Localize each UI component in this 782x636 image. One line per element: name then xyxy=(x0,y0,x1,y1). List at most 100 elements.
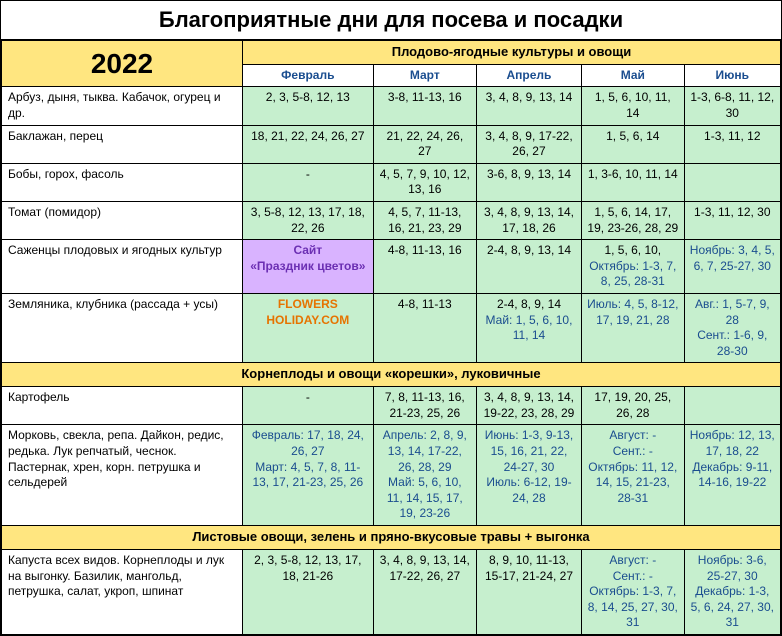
data-text: Ноябрь: 3-6, 25-27, 30 xyxy=(690,553,775,584)
month-may: Май xyxy=(582,64,685,87)
data-text: Июнь: 1-3, 9-13, 15, 16, 21, 22, 24-27, … xyxy=(482,428,576,475)
data-text: Декабрь: 1-3, 5, 6, 24, 27, 30, 31 xyxy=(690,584,775,631)
data-cell: 2-4, 8, 9, 13, 14 xyxy=(476,240,581,294)
data-cell: 4, 5, 7, 9, 10, 12, 13, 16 xyxy=(373,163,476,201)
table-row: Баклажан, перец 18, 21, 22, 24, 26, 27 2… xyxy=(2,125,781,163)
table-row: Капуста всех видов. Корнеплоды и лук на … xyxy=(2,549,781,634)
table-row: Томат (помидор) 3, 5-8, 12, 13, 17, 18, … xyxy=(2,202,781,240)
data-cell: 3-6, 8, 9, 13, 14 xyxy=(476,163,581,201)
data-cell: 3, 4, 8, 9, 13, 14, 19-22, 23, 28, 29 xyxy=(476,387,581,425)
data-text: Май: 5, 6, 10, 11, 14, 15, 17, 19, 23-26 xyxy=(379,475,471,522)
month-feb: Февраль xyxy=(242,64,373,87)
data-text: Октябрь: 11, 12, 14, 15, 21-23, 28-31 xyxy=(587,460,679,507)
table-row: Арбуз, дыня, тыква. Кабачок, огурец и др… xyxy=(2,87,781,125)
data-text: Июль: 6-12, 19-24, 28 xyxy=(482,475,576,506)
crop-name: Баклажан, перец xyxy=(2,125,243,163)
data-cell: 3, 4, 8, 9, 13, 14, 17-22, 26, 27 xyxy=(373,549,476,634)
data-cell: 2, 3, 5-8, 12, 13, 17, 18, 21-26 xyxy=(242,549,373,634)
data-cell: 1-3, 11, 12, 30 xyxy=(684,202,780,240)
data-cell: Апрель: 2, 8, 9, 13, 14, 17-22, 26, 28, … xyxy=(373,425,476,526)
data-cell: 1-3, 11, 12 xyxy=(684,125,780,163)
data-text: Октябрь: 1-3, 7, 8, 14, 25, 27, 30, 31 xyxy=(587,584,679,631)
data-text: Декабрь: 9-11, 14-16, 19-22 xyxy=(690,460,775,491)
table-row: Земляника, клубника (рассада + усы) FLOW… xyxy=(2,294,781,363)
data-text: Август: - xyxy=(587,428,679,444)
data-cell xyxy=(684,163,780,201)
data-cell: 2, 3, 5-8, 12, 13 xyxy=(242,87,373,125)
data-cell: - xyxy=(242,387,373,425)
month-apr: Апрель xyxy=(476,64,581,87)
data-cell: 3, 4, 8, 9, 13, 14 xyxy=(476,87,581,125)
watermark-text: Сайт xyxy=(248,243,368,259)
data-text: Апрель: 2, 8, 9, 13, 14, 17-22, 26, 28, … xyxy=(379,428,471,475)
data-cell: 3, 4, 8, 9, 13, 14, 17, 18, 26 xyxy=(476,202,581,240)
month-jun: Июнь xyxy=(684,64,780,87)
data-cell: 4-8, 11-13 xyxy=(373,294,476,363)
watermark-text: FLOWERS xyxy=(248,297,368,313)
crop-name: Томат (помидор) xyxy=(2,202,243,240)
data-cell: - xyxy=(242,163,373,201)
data-cell: Ноябрь: 3-6, 25-27, 30 Декабрь: 1-3, 5, … xyxy=(684,549,780,634)
crop-name: Арбуз, дыня, тыква. Кабачок, огурец и др… xyxy=(2,87,243,125)
data-text: 2-4, 8, 9, 14 xyxy=(482,297,576,313)
watermark-cell: Сайт «Праздник цветов» xyxy=(242,240,373,294)
calendar-container: Благоприятные дни для посева и посадки 2… xyxy=(0,0,782,636)
data-cell: Июнь: 1-3, 9-13, 15, 16, 21, 22, 24-27, … xyxy=(476,425,581,526)
data-text: Сент.: - xyxy=(587,444,679,460)
section-header-3: Листовые овощи, зелень и пряно-вкусовые … xyxy=(2,526,781,550)
data-cell: Ноябрь: 12, 13, 17, 18, 22 Декабрь: 9-11… xyxy=(684,425,780,526)
watermark-text: HOLIDAY.COM xyxy=(248,313,368,329)
data-cell: 1, 5, 6, 14, 17, 19, 23-26, 28, 29 xyxy=(582,202,685,240)
data-cell: Февраль: 17, 18, 24, 26, 27 Март: 4, 5, … xyxy=(242,425,373,526)
table-row: Картофель - 7, 8, 11-13, 16, 21-23, 25, … xyxy=(2,387,781,425)
data-cell xyxy=(684,387,780,425)
watermark-text: «Праздник цветов» xyxy=(248,259,368,275)
data-text: 1, 5, 6, 10, xyxy=(587,243,679,259)
data-text: Май: 1, 5, 6, 10, 11, 14 xyxy=(482,313,576,344)
data-cell: 1, 5, 6, 10, 11, 14 xyxy=(582,87,685,125)
data-text: Март: 4, 5, 7, 8, 11-13, 17, 21-23, 25, … xyxy=(248,460,368,491)
table-row: Морковь, свекла, репа. Дайкон, редис, ре… xyxy=(2,425,781,526)
data-text: Октябрь: 1-3, 7, 8, 25, 28-31 xyxy=(587,259,679,290)
data-cell: 2-4, 8, 9, 14 Май: 1, 5, 6, 10, 11, 14 xyxy=(476,294,581,363)
section-header-1: Плодово-ягодные культуры и овощи xyxy=(242,41,780,65)
data-cell: 1, 3-6, 10, 11, 14 xyxy=(582,163,685,201)
data-cell: Август: - Сент.: - Октябрь: 11, 12, 14, … xyxy=(582,425,685,526)
data-text: Авг.: 1, 5-7, 9, 28 xyxy=(690,297,775,328)
data-cell: 18, 21, 22, 24, 26, 27 xyxy=(242,125,373,163)
data-cell: 21, 22, 24, 26, 27 xyxy=(373,125,476,163)
data-cell: 8, 9, 10, 11-13, 15-17, 21-24, 27 xyxy=(476,549,581,634)
data-cell: 4, 5, 7, 11-13, 16, 21, 23, 29 xyxy=(373,202,476,240)
data-text: Сент.: - xyxy=(587,569,679,585)
data-cell: 1-3, 6-8, 11, 12, 30 xyxy=(684,87,780,125)
data-text: Август: - xyxy=(587,553,679,569)
data-text: Февраль: 17, 18, 24, 26, 27 xyxy=(248,428,368,459)
main-title: Благоприятные дни для посева и посадки xyxy=(1,1,781,40)
data-cell: 4-8, 11-13, 16 xyxy=(373,240,476,294)
table-row: Саженцы плодовых и ягодных культур Сайт … xyxy=(2,240,781,294)
data-text: Сент.: 1-6, 9, 28-30 xyxy=(690,328,775,359)
data-text: Ноябрь: 12, 13, 17, 18, 22 xyxy=(690,428,775,459)
data-text: Июль: 4, 5, 8-12, 17, 19, 21, 28 xyxy=(587,297,679,328)
data-cell: 3, 4, 8, 9, 17-22, 26, 27 xyxy=(476,125,581,163)
data-cell: Авг.: 1, 5-7, 9, 28 Сент.: 1-6, 9, 28-30 xyxy=(684,294,780,363)
data-text: Ноябрь: 3, 4, 5, 6, 7, 25-27, 30 xyxy=(690,243,775,274)
data-cell: Июль: 4, 5, 8-12, 17, 19, 21, 28 xyxy=(582,294,685,363)
data-cell: 17, 19, 20, 25, 26, 28 xyxy=(582,387,685,425)
section-header-2: Корнеплоды и овощи «корешки», луковичные xyxy=(2,363,781,387)
crop-name: Бобы, горох, фасоль xyxy=(2,163,243,201)
month-mar: Март xyxy=(373,64,476,87)
data-cell: 3, 5-8, 12, 13, 17, 18, 22, 26 xyxy=(242,202,373,240)
crop-name: Земляника, клубника (рассада + усы) xyxy=(2,294,243,363)
crop-name: Морковь, свекла, репа. Дайкон, редис, ре… xyxy=(2,425,243,526)
data-cell: 1, 5, 6, 14 xyxy=(582,125,685,163)
data-cell: Ноябрь: 3, 4, 5, 6, 7, 25-27, 30 xyxy=(684,240,780,294)
data-cell: 1, 5, 6, 10, Октябрь: 1-3, 7, 8, 25, 28-… xyxy=(582,240,685,294)
data-cell: 3-8, 11-13, 16 xyxy=(373,87,476,125)
crop-name: Саженцы плодовых и ягодных культур xyxy=(2,240,243,294)
data-cell: Август: - Сент.: - Октябрь: 1-3, 7, 8, 1… xyxy=(582,549,685,634)
calendar-table: 2022 Плодово-ягодные культуры и овощи Фе… xyxy=(1,40,781,635)
table-row: Бобы, горох, фасоль - 4, 5, 7, 9, 10, 12… xyxy=(2,163,781,201)
crop-name: Картофель xyxy=(2,387,243,425)
data-cell: 7, 8, 11-13, 16, 21-23, 25, 26 xyxy=(373,387,476,425)
